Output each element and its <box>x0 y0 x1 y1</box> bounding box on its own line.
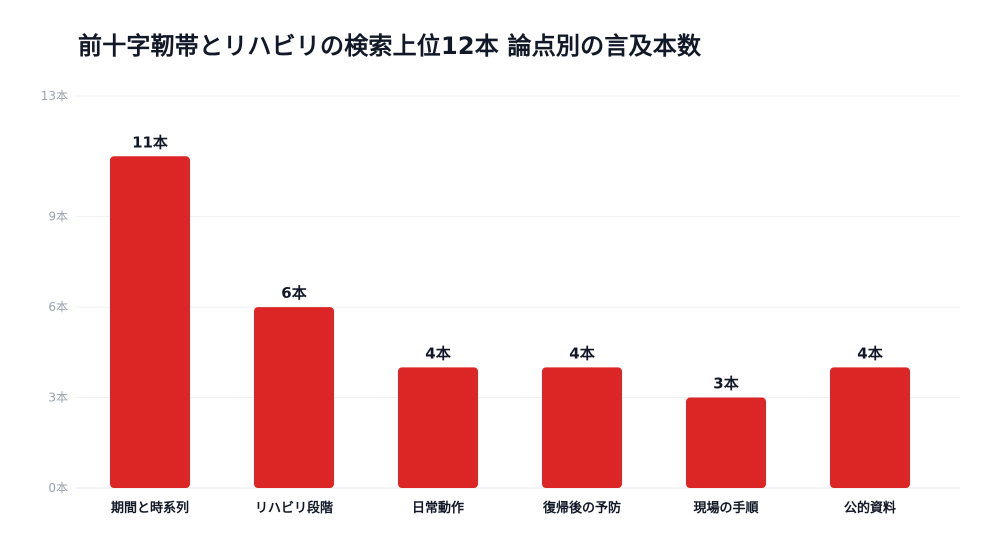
x-tick-label: 日常動作 <box>412 500 464 516</box>
x-tick-label: 期間と時系列 <box>111 500 189 516</box>
bar-value-label: 3本 <box>713 375 738 393</box>
y-tick-label: 13本 <box>41 89 68 103</box>
y-tick-label: 9本 <box>48 210 68 224</box>
bar <box>686 397 766 488</box>
y-tick-label: 3本 <box>48 391 68 405</box>
bar-value-label: 6本 <box>281 284 306 302</box>
bar <box>542 367 622 488</box>
bar-value-label: 4本 <box>569 344 594 362</box>
x-tick-label: 復帰後の予防 <box>542 500 621 516</box>
bar <box>398 367 478 488</box>
bar-value-label: 4本 <box>425 344 450 362</box>
chart-title: 前十字靭帯とリハビリの検索上位12本 論点別の言及本数 <box>78 32 702 60</box>
grid-lines <box>76 95 960 489</box>
y-axis: 0本 3本 6本 9本 13本 <box>41 89 68 495</box>
x-axis: 期間と時系列 リハビリ段階 日常動作 復帰後の予防 現場の手順 公的資料 <box>111 500 896 516</box>
bar-value-label: 11本 <box>132 133 168 151</box>
x-tick-label: 公的資料 <box>844 500 896 516</box>
bars <box>110 156 910 489</box>
y-tick-label: 6本 <box>48 300 68 314</box>
bar <box>830 367 910 488</box>
bar-value-label: 4本 <box>857 344 882 362</box>
bar <box>110 156 190 489</box>
x-tick-label: リハビリ段階 <box>255 500 333 516</box>
bar <box>254 307 334 488</box>
x-tick-label: 現場の手順 <box>693 500 759 516</box>
data-labels: 11本 6本 4本 4本 3本 4本 <box>132 133 883 392</box>
y-tick-label: 0本 <box>48 481 68 495</box>
